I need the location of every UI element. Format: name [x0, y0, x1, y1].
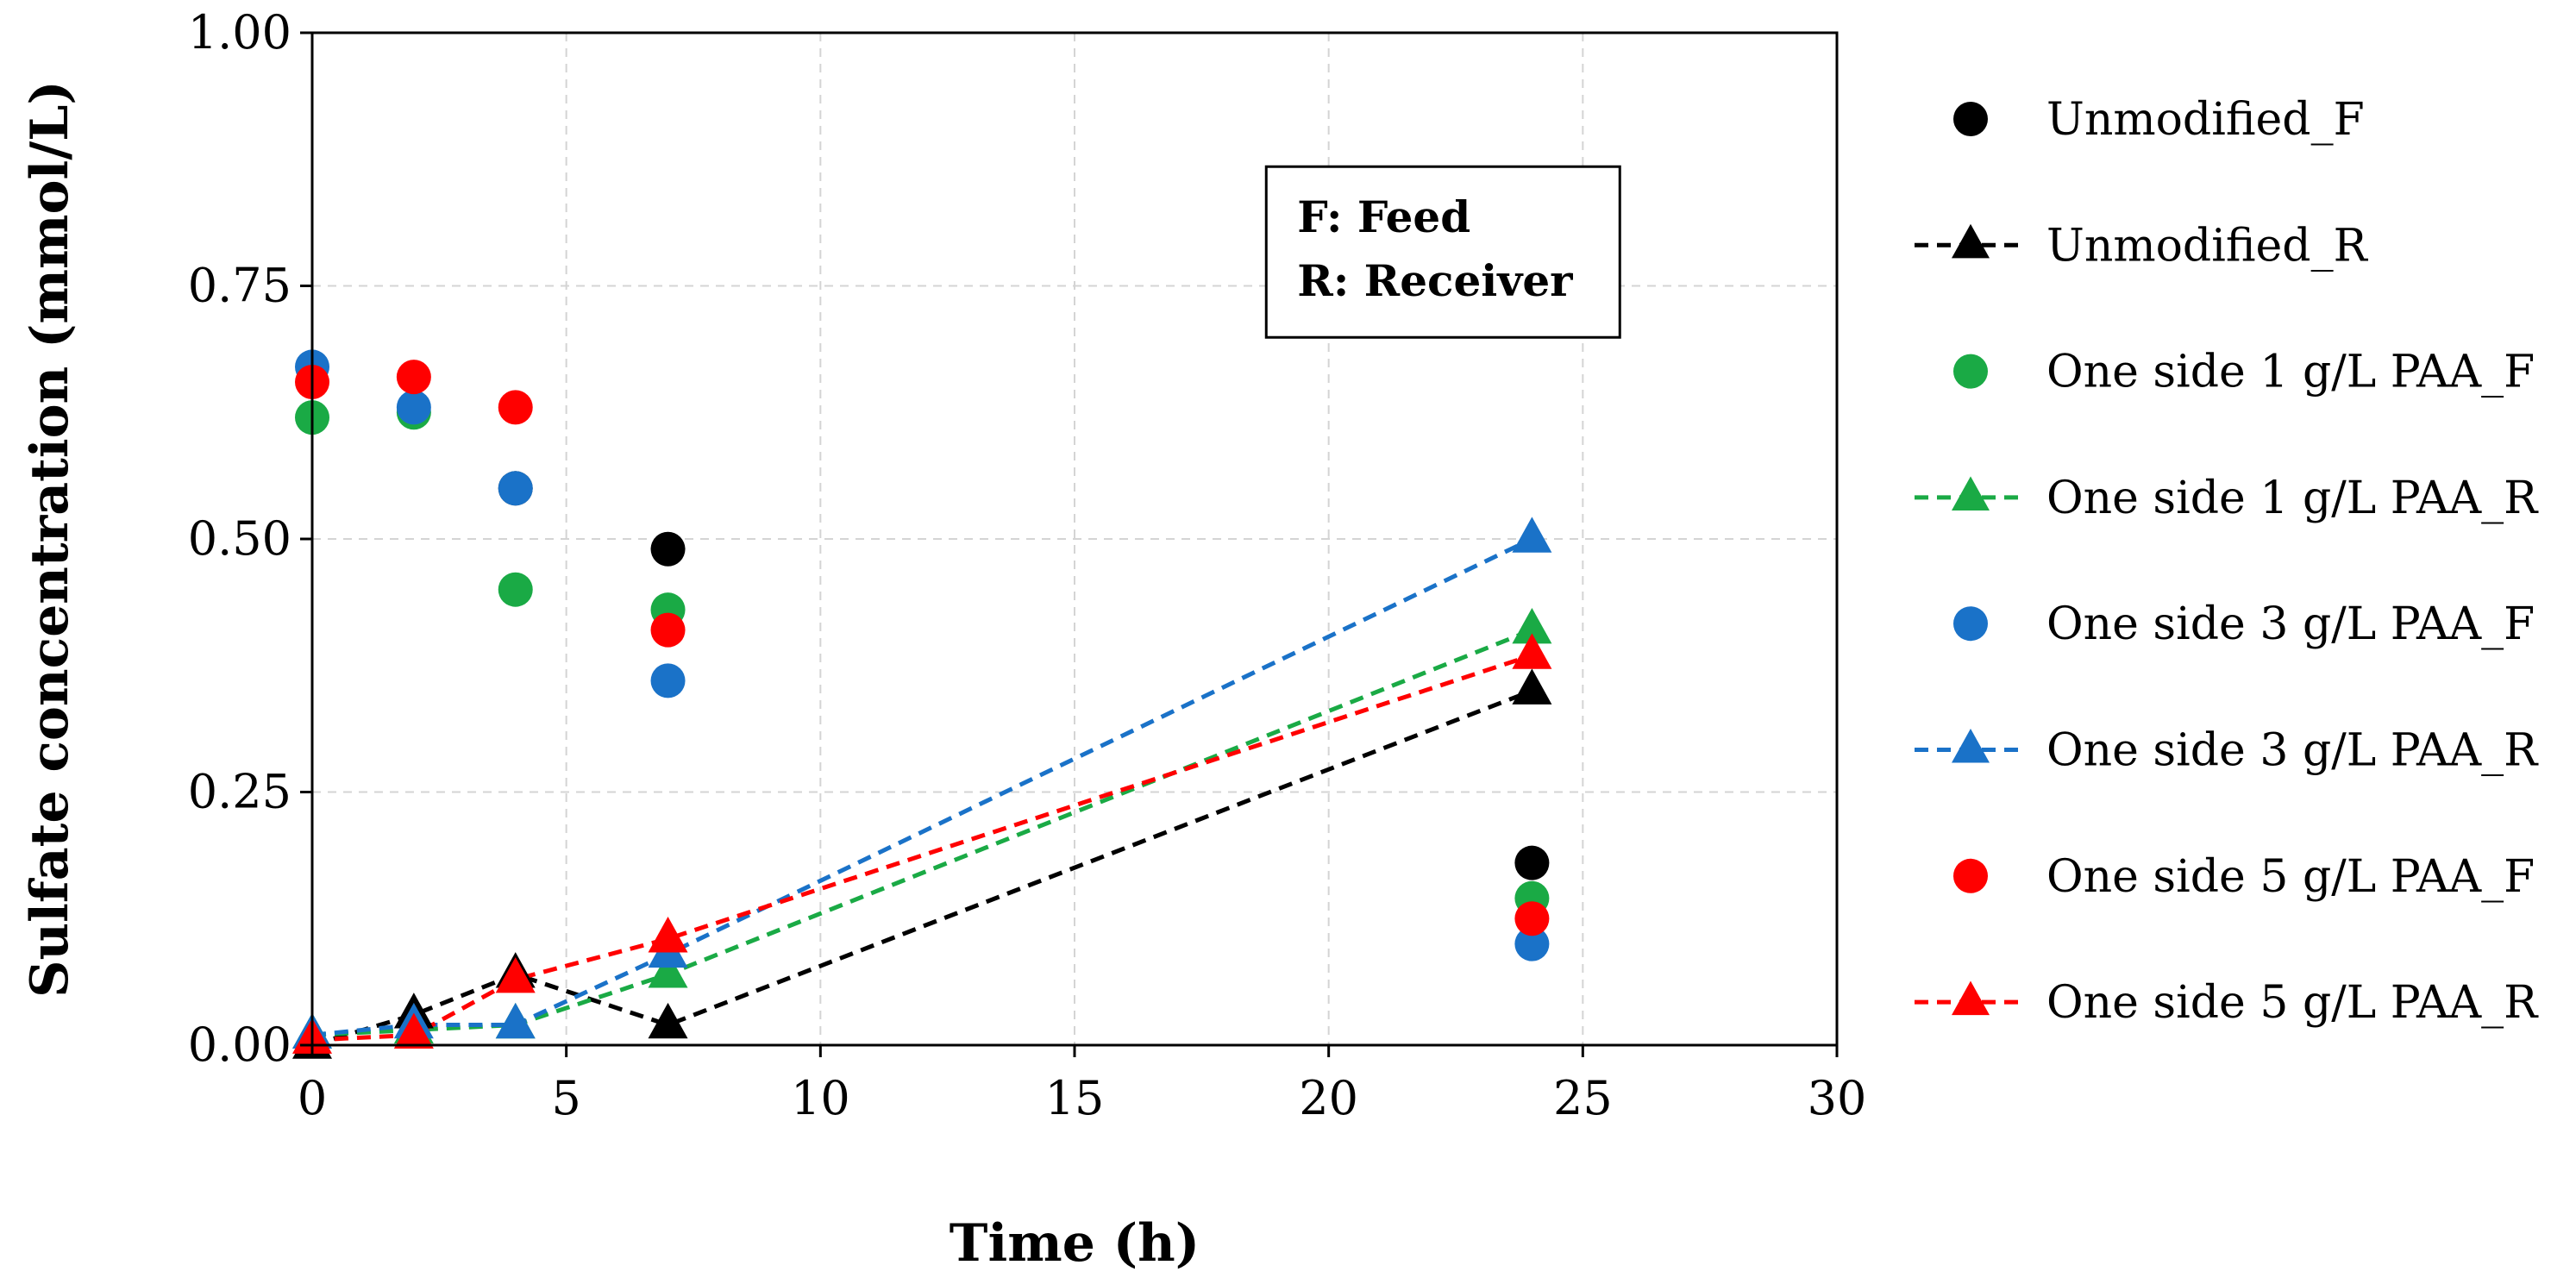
legend-label: One side 1 g/L PAA_R: [2046, 473, 2539, 524]
point-one-side-3-g-l-paa-f: [650, 663, 686, 698]
annotation-frame: [1264, 165, 1621, 339]
legend-label: Unmodified_F: [2046, 94, 2365, 146]
point-unmodified-f: [1514, 845, 1550, 880]
x-tick-label: 20: [1299, 1071, 1358, 1125]
legend-item-one-side-1-g-l-paa-f: One side 1 g/L PAA_F: [1953, 347, 2535, 398]
x-tick-label: 30: [1808, 1071, 1867, 1125]
y-tick-label: 0.50: [188, 511, 291, 566]
y-tick-label: 0.25: [188, 765, 291, 819]
legend-marker: [1952, 223, 1990, 259]
legend-marker: [1952, 476, 1990, 510]
legend-marker: [1953, 858, 1988, 893]
point-one-side-5-g-l-paa-r: [1512, 633, 1552, 669]
grid-layer: [312, 33, 1837, 1045]
point-one-side-3-g-l-paa-f: [498, 471, 533, 506]
point-one-side-1-g-l-paa-r: [1512, 607, 1552, 644]
x-axis-title: Time (h): [950, 1213, 1200, 1274]
axis-tick-labels: 0 5 10 15 20 25 30 0.00 0.25 0.50 0.75 1.00: [188, 5, 1867, 1125]
x-tick-label: 0: [298, 1071, 327, 1125]
legend-item-unmodified-r: Unmodified_R: [1915, 220, 2369, 272]
legend-marker: [1952, 980, 1990, 1016]
x-tick-label: 15: [1045, 1071, 1105, 1125]
legend-item-one-side-3-g-l-paa-r: One side 3 g/L PAA_R: [1915, 725, 2539, 777]
point-one-side-1-g-l-paa-r: [648, 952, 688, 988]
point-one-side-5-g-l-paa-f: [396, 360, 431, 395]
y-tick-label: 1.00: [188, 5, 291, 60]
point-one-side-3-g-l-paa-f: [1514, 926, 1550, 961]
point-one-side-5-g-l-paa-f: [498, 390, 533, 425]
legend-label: One side 1 g/L PAA_F: [2046, 347, 2535, 398]
legend-label: One side 5 g/L PAA_R: [2046, 977, 2539, 1029]
legend-label: One side 3 g/L PAA_R: [2046, 725, 2539, 777]
x-tick-label: 5: [551, 1071, 580, 1125]
legend-marker: [1953, 102, 1988, 136]
point-unmodified-r: [1512, 668, 1552, 705]
point-one-side-5-g-l-paa-r: [495, 957, 536, 993]
legend: Unmodified_F Unmodified_R One side 1 g/L P…: [1915, 94, 2539, 1029]
y-axis-title: Sulfate concentration (mmol/L): [20, 80, 80, 998]
axis-ticks: [300, 31, 1839, 1057]
legend-item-one-side-3-g-l-paa-f: One side 3 g/L PAA_F: [1953, 598, 2535, 650]
point-one-side-5-g-l-paa-f: [1514, 901, 1550, 936]
y-tick-label: 0.75: [188, 259, 291, 313]
point-one-side-1-g-l-paa-f: [498, 572, 533, 607]
legend-marker: [1952, 728, 1990, 763]
series-line-one-side-5-g-l-paa-r: [311, 653, 1533, 1043]
annotation-box: F: Feed R: Receiver: [1264, 165, 1621, 339]
series-line-unmodified-r: [311, 688, 1533, 1048]
legend-label: One side 5 g/L PAA_F: [2046, 851, 2535, 903]
legend-item-one-side-5-g-l-paa-r: One side 5 g/L PAA_R: [1915, 977, 2539, 1029]
legend-marker: [1953, 354, 1988, 389]
legend-label: One side 3 g/L PAA_F: [2046, 598, 2535, 650]
point-unmodified-f: [650, 531, 686, 567]
y-tick-label: 0.00: [188, 1018, 291, 1072]
point-one-side-3-g-l-paa-r: [1512, 517, 1552, 553]
point-one-side-3-g-l-paa-f: [396, 390, 431, 425]
x-tick-label: 10: [791, 1071, 850, 1125]
annotation-line-feed: F: Feed: [1297, 191, 1470, 242]
point-one-side-5-g-l-paa-r: [393, 1012, 434, 1049]
series-line-one-side-3-g-l-paa-r: [311, 536, 1533, 1037]
point-one-side-3-g-l-paa-r: [495, 1002, 536, 1039]
x-tick-label: 25: [1553, 1071, 1613, 1125]
point-one-side-5-g-l-paa-f: [650, 612, 686, 648]
series-markers: [292, 349, 1552, 1059]
legend-item-one-side-5-g-l-paa-f: One side 5 g/L PAA_F: [1953, 851, 2535, 903]
legend-marker: [1953, 606, 1988, 642]
point-one-side-5-g-l-paa-r: [648, 917, 688, 953]
legend-item-one-side-1-g-l-paa-r: One side 1 g/L PAA_R: [1915, 473, 2539, 524]
point-unmodified-r: [648, 1002, 688, 1039]
legend-label: Unmodified_R: [2046, 220, 2369, 272]
legend-item-unmodified-f: Unmodified_F: [1953, 94, 2365, 146]
annotation-line-receiver: R: Receiver: [1297, 255, 1573, 306]
